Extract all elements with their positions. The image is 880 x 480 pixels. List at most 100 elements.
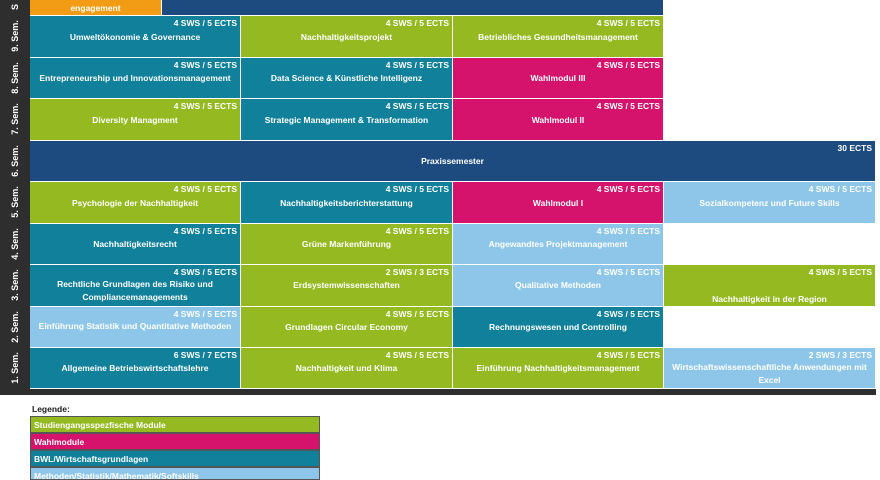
module-credits: 4 SWS / 5 ECTS [596, 101, 660, 111]
legend-label: Studiengangsspezfische Module [34, 420, 166, 430]
module-credits: 4 SWS / 5 ECTS [385, 350, 449, 360]
module-credits: 4 SWS / 5 ECTS [173, 184, 237, 194]
legend-label: Wahlmodule [34, 437, 85, 447]
legend-item-electives: Wahlmodule [30, 433, 320, 450]
legend-item-business-basics: BWL/Wirtschaftsgrundlagen [30, 450, 320, 467]
module-title: Rechnungswesen und Controlling [489, 322, 627, 332]
module-title: Sozialkompetenz und Future Skills [699, 198, 840, 208]
module-title: engagement [70, 3, 121, 13]
module-cell-sem6-praxis: 30 ECTS Praxissemester [30, 141, 876, 182]
module-title: Wahlmodul II [531, 115, 585, 125]
module-credits: 4 SWS / 5 ECTS [385, 309, 449, 319]
module-credits: 4 SWS / 5 ECTS [808, 184, 872, 194]
semester-label-6: 6. Sem. [10, 145, 20, 177]
module-cell-sem2-1: 4 SWS / 5 ECTS Einführung Statistik und … [30, 307, 241, 348]
module-cell-sem4-2: 4 SWS / 5 ECTS Grüne Markenführung [241, 224, 453, 265]
module-cell-sem3-1: 4 SWS / 5 ECTS Rechtliche Grundlagen des… [30, 265, 241, 307]
module-title: Einführung Statistik und Quantitative Me… [38, 321, 232, 331]
module-cell-sem9-2: 4 SWS / 5 ECTS Nachhaltigkeitsprojekt [241, 16, 453, 58]
module-credits: 4 SWS / 5 ECTS [596, 309, 660, 319]
legend-item-program-specific: Studiengangsspezfische Module [30, 416, 320, 433]
module-title: Erdsystemwissenschaften [293, 280, 400, 290]
semester-label-4: 4. Sem. [10, 228, 20, 260]
grid-bottom-border [0, 389, 876, 395]
module-credits: 4 SWS / 5 ECTS [596, 18, 660, 28]
module-title: Nachhaltigkeitsrecht [93, 239, 177, 249]
module-title: Grüne Markenführung [301, 239, 392, 249]
module-cell-sem5-3: 4 SWS / 5 ECTS Wahlmodul I [453, 182, 664, 224]
module-credits: 4 SWS / 5 ECTS [385, 60, 449, 70]
module-title: Umweltökonomie & Governance [69, 32, 201, 42]
semester-label-7: 7. Sem. [10, 103, 20, 135]
legend-label: Methoden/Statistik/Mathematik/Softskills [34, 471, 199, 480]
module-cell-sem5-1: 4 SWS / 5 ECTS Psychologie der Nachhalti… [30, 182, 241, 224]
module-cell-sem1-4: 2 SWS / 3 ECTS Wirtschaftswissenschaftli… [664, 348, 876, 389]
module-cell-top-navy [162, 0, 664, 16]
module-title: Psychologie der Nachhaltigkeit [71, 198, 199, 208]
module-credits: 6 SWS / 7 ECTS [173, 350, 237, 360]
module-cell-sem1-1: 6 SWS / 7 ECTS Allgemeine Betriebswirtsc… [30, 348, 241, 389]
legend-item-methods: Methoden/Statistik/Mathematik/Softskills [30, 467, 320, 480]
legend-title: Legende: [32, 404, 70, 414]
module-cell-sem3-4: 4 SWS / 5 ECTS Nachhaltigkeit in der Reg… [664, 265, 876, 307]
module-credits: 2 SWS / 3 ECTS [808, 350, 872, 360]
module-credits: 4 SWS / 5 ECTS [173, 309, 237, 319]
module-credits: 4 SWS / 5 ECTS [385, 226, 449, 236]
module-title: Allgemeine Betriebswirtschaftslehre [61, 363, 209, 373]
module-cell-sem9-3: 4 SWS / 5 ECTS Betriebliches Gesundheits… [453, 16, 664, 58]
module-cell-sem5-4: 4 SWS / 5 ECTS Sozialkompetenz und Futur… [664, 182, 876, 224]
module-title: Entrepreneurship und Innovationsmanageme… [39, 73, 231, 83]
module-credits: 4 SWS / 5 ECTS [385, 18, 449, 28]
module-cell-sem4-1: 4 SWS / 5 ECTS Nachhaltigkeitsrecht [30, 224, 241, 265]
module-credits: 4 SWS / 5 ECTS [173, 18, 237, 28]
module-title: Qualitative Methoden [515, 280, 601, 290]
module-title: Angewandtes Projektmanagement [488, 239, 628, 249]
module-credits: 4 SWS / 5 ECTS [173, 101, 237, 111]
module-credits: 4 SWS / 5 ECTS [596, 60, 660, 70]
module-credits: 4 SWS / 5 ECTS [596, 226, 660, 236]
module-cell-sem7-2: 4 SWS / 5 ECTS Strategic Management & Tr… [241, 99, 453, 141]
module-cell-sem7-1: 4 SWS / 5 ECTS Diversity Managment [30, 99, 241, 141]
module-title: Strategic Management & Transformation [264, 115, 429, 125]
module-credits: 4 SWS / 5 ECTS [596, 350, 660, 360]
module-cell-sem8-1: 4 SWS / 5 ECTS Entrepreneurship und Inno… [30, 58, 241, 99]
module-title: Rechtliche Grundlagen des Risiko und Com… [57, 279, 213, 302]
module-title: Nachhaltigkeitsprojekt [300, 32, 393, 42]
module-cell-sem8-2: 4 SWS / 5 ECTS Data Science & Künstliche… [241, 58, 453, 99]
module-title: Diversity Managment [92, 115, 178, 125]
module-cell-sem2-2: 4 SWS / 5 ECTS Grundlagen Circular Econo… [241, 307, 453, 348]
module-credits: 4 SWS / 5 ECTS [385, 101, 449, 111]
module-credits: 4 SWS / 5 ECTS [808, 267, 872, 277]
module-credits: 2 SWS / 3 ECTS [385, 267, 449, 277]
semester-label-1: 1. Sem. [10, 352, 20, 384]
module-title: Wirtschaftswissenschaftliche Anwendungen… [672, 362, 867, 385]
module-title: Betriebliches Gesundheitsmanagement [478, 32, 638, 42]
module-title: Einführung Nachhaltigkeitsmanagement [476, 363, 640, 373]
module-cell-sem3-2: 2 SWS / 3 ECTS Erdsystemwissenschaften [241, 265, 453, 307]
module-credits: 4 SWS / 5 ECTS [173, 226, 237, 236]
module-cell-sem8-3: 4 SWS / 5 ECTS Wahlmodul III [453, 58, 664, 99]
module-title: Grundlagen Circular Economy [285, 322, 408, 332]
module-title: Praxissemester [421, 156, 484, 166]
module-cell-sem2-3: 4 SWS / 5 ECTS Rechnungswesen und Contro… [453, 307, 664, 348]
module-cell-sem7-3: 4 SWS / 5 ECTS Wahlmodul II [453, 99, 664, 141]
module-cell-sem4-3: 4 SWS / 5 ECTS Angewandtes Projektmanage… [453, 224, 664, 265]
module-cell-sem1-2: 4 SWS / 5 ECTS Nachhaltigkeit und Klima [241, 348, 453, 389]
module-title: Data Science & Künstliche Intelligenz [270, 73, 423, 83]
semester-label-top: S [9, 3, 20, 11]
module-cell-sem3-3: 4 SWS / 5 ECTS Qualitative Methoden [453, 265, 664, 307]
module-credits: 4 SWS / 5 ECTS [596, 184, 660, 194]
semester-label-9: 9. Sem. [10, 20, 20, 52]
module-credits: 4 SWS / 5 ECTS [173, 267, 237, 277]
legend-label: BWL/Wirtschaftsgrundlagen [34, 454, 149, 464]
module-credits: 30 ECTS [837, 143, 873, 153]
module-cell-top-orange: engagement [30, 0, 162, 16]
module-cell-sem9-1: 4 SWS / 5 ECTS Umweltökonomie & Governan… [30, 16, 241, 58]
semester-label-8: 8. Sem. [10, 62, 20, 94]
module-credits: 4 SWS / 5 ECTS [596, 267, 660, 277]
module-title: Wahlmodul III [530, 73, 586, 83]
module-title: Nachhaltigkeitsberichterstattung [280, 198, 413, 208]
semester-label-2: 2. Sem. [10, 311, 20, 343]
semester-label-5: 5. Sem. [10, 186, 20, 218]
